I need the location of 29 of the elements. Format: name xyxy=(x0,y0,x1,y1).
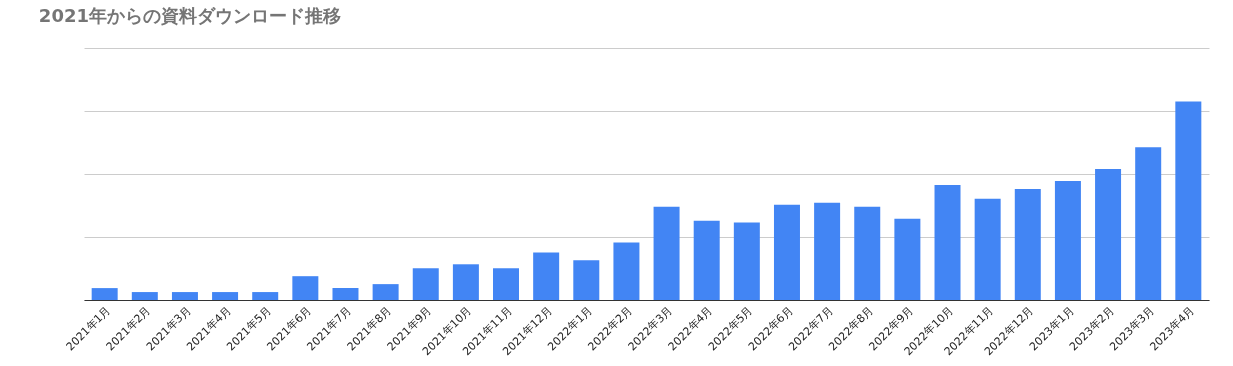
bar xyxy=(372,284,399,300)
bar xyxy=(332,288,359,300)
bar xyxy=(252,292,279,300)
bar xyxy=(974,198,1001,300)
bar xyxy=(613,242,640,300)
bar xyxy=(1175,101,1202,300)
bar xyxy=(854,206,881,300)
bar xyxy=(934,184,961,300)
bar xyxy=(91,288,118,300)
bar xyxy=(292,276,319,300)
bar xyxy=(1014,188,1041,300)
bar xyxy=(412,268,439,300)
bar xyxy=(212,292,239,300)
bar xyxy=(733,222,760,300)
bar xyxy=(814,202,841,300)
chart-title: 2021年からの資料ダウンロード推移 xyxy=(38,5,341,26)
bar xyxy=(533,252,560,300)
bar xyxy=(1095,169,1122,300)
bar xyxy=(773,204,800,300)
bar xyxy=(131,292,158,300)
bar xyxy=(573,260,600,300)
bar xyxy=(171,292,198,300)
bar xyxy=(493,268,520,300)
bar xyxy=(1135,147,1162,300)
bar xyxy=(653,206,680,300)
bar xyxy=(452,264,479,300)
bar xyxy=(894,218,921,300)
bar xyxy=(693,220,720,300)
bar xyxy=(1054,180,1081,300)
